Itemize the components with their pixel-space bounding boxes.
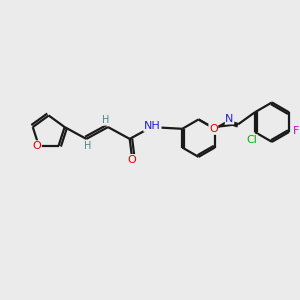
Text: NH: NH: [144, 121, 161, 131]
Text: H: H: [84, 141, 91, 151]
Text: NH: NH: [144, 121, 161, 131]
Text: O: O: [32, 141, 41, 151]
Text: N: N: [225, 114, 234, 124]
Text: O: O: [209, 124, 218, 134]
Text: F: F: [293, 126, 299, 136]
Text: O: O: [127, 154, 136, 165]
Text: H: H: [102, 115, 110, 125]
Text: Cl: Cl: [247, 135, 257, 145]
